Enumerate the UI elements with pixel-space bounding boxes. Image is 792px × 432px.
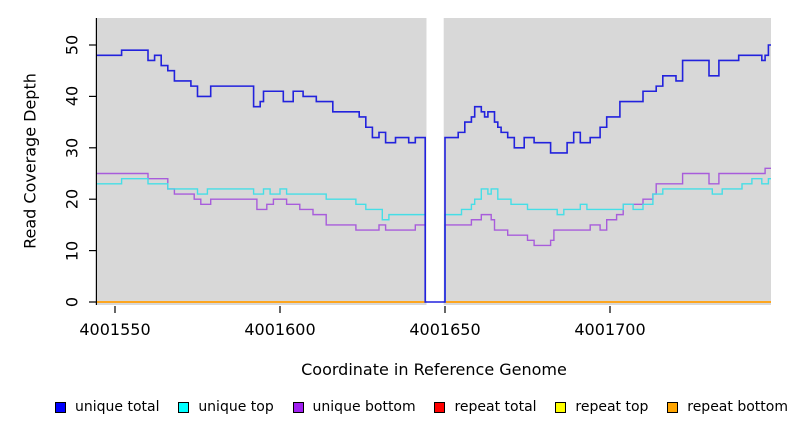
legend-label: unique top	[198, 399, 274, 415]
legend-swatch-unique-bottom	[292, 401, 304, 413]
y-axis-title: Read Coverage Depth	[20, 73, 40, 249]
y-tick-label: 10	[62, 240, 82, 261]
legend-item-unique-total: unique total	[55, 399, 159, 415]
y-tick-label: 20	[62, 189, 82, 210]
axes	[89, 18, 611, 313]
legend-item-repeat-total: repeat total	[434, 399, 537, 415]
series-line-unique-top	[97, 177, 771, 303]
series-lines-over	[97, 44, 771, 303]
y-tick-label: 0	[62, 296, 82, 308]
legend-swatch-unique-top	[178, 401, 190, 413]
legend-label: repeat bottom	[687, 399, 788, 415]
x-tick-label: 4001650	[409, 320, 481, 339]
legend-swatch-unique-total	[55, 401, 66, 413]
coverage-gap-band	[426, 18, 444, 305]
x-tick-label: 4001550	[79, 320, 151, 339]
y-tick-label: 50	[62, 34, 82, 56]
series-line-unique-total	[97, 44, 771, 303]
y-tick-label: 30	[62, 137, 82, 158]
x-axis-title: Coordinate in Reference Genome	[301, 360, 567, 379]
legend-swatch-repeat-total	[434, 401, 446, 413]
legend-item-unique-top: unique top	[178, 399, 274, 415]
y-tick-label: 40	[62, 86, 82, 107]
legend: unique total unique top unique bottom re…	[55, 399, 788, 415]
legend-label: repeat top	[575, 399, 649, 415]
legend-item-repeat-top: repeat top	[555, 399, 648, 415]
legend-label: repeat total	[454, 399, 537, 415]
legend-item-repeat-bottom: repeat bottom	[667, 399, 788, 415]
legend-swatch-repeat-bottom	[667, 401, 679, 413]
x-tick-label: 4001600	[244, 320, 316, 339]
series-line-unique-bottom	[97, 167, 771, 303]
legend-item-unique-bottom: unique bottom	[292, 399, 416, 415]
x-tick-label: 4001700	[574, 320, 646, 339]
legend-label: unique total	[75, 399, 160, 415]
legend-label: unique bottom	[312, 399, 416, 415]
legend-swatch-repeat-top	[555, 401, 567, 413]
